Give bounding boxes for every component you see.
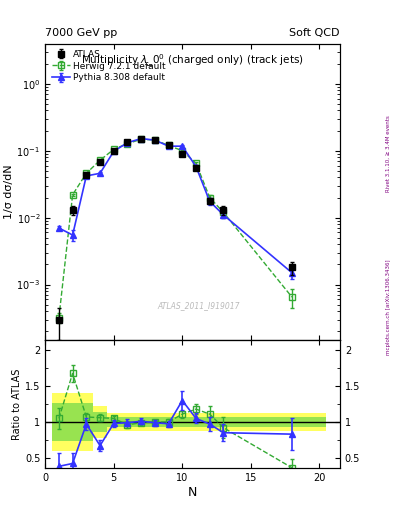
Text: mcplots.cern.ch [arXiv:1306.3436]: mcplots.cern.ch [arXiv:1306.3436] bbox=[386, 260, 391, 355]
X-axis label: N: N bbox=[188, 486, 197, 499]
Text: 7000 GeV pp: 7000 GeV pp bbox=[45, 28, 118, 38]
Legend: ATLAS, Herwig 7.2.1 default, Pythia 8.308 default: ATLAS, Herwig 7.2.1 default, Pythia 8.30… bbox=[50, 48, 167, 84]
Text: Soft QCD: Soft QCD bbox=[290, 28, 340, 38]
Text: ATLAS_2011_I919017: ATLAS_2011_I919017 bbox=[157, 301, 240, 310]
Text: Rivet 3.1.10, ≥ 3.4M events: Rivet 3.1.10, ≥ 3.4M events bbox=[386, 115, 391, 192]
Y-axis label: Ratio to ATLAS: Ratio to ATLAS bbox=[12, 369, 22, 440]
Text: Multiplicity $\lambda\_0^0$ (charged only) (track jets): Multiplicity $\lambda\_0^0$ (charged onl… bbox=[81, 52, 304, 69]
Y-axis label: 1/σ dσ/dN: 1/σ dσ/dN bbox=[4, 164, 14, 219]
